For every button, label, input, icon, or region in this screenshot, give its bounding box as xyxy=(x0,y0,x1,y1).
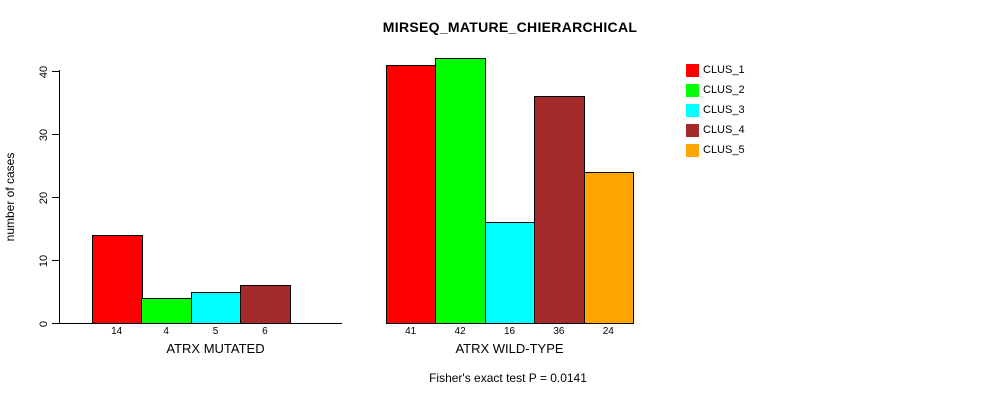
bar-CLUS_1 xyxy=(92,234,143,325)
y-axis-line xyxy=(59,70,61,325)
y-tick-label: 30 xyxy=(38,128,50,141)
y-tick-label: 40 xyxy=(38,65,50,78)
bar-value-label: 41 xyxy=(405,326,417,337)
legend-swatch-CLUS_3 xyxy=(686,104,699,117)
bar-CLUS_2 xyxy=(141,297,193,325)
bar-value-label: 4 xyxy=(163,326,169,337)
legend-swatch-CLUS_5 xyxy=(686,144,699,157)
y-tick xyxy=(52,134,59,136)
bar-value-label: 14 xyxy=(111,326,123,337)
bar-value-label: 42 xyxy=(454,326,466,337)
y-tick xyxy=(52,323,59,325)
y-tick xyxy=(52,71,59,73)
y-tick-label: 20 xyxy=(38,191,50,204)
legend-swatch-CLUS_1 xyxy=(686,64,699,77)
group-label: ATRX WILD-TYPE xyxy=(455,341,564,356)
bar-value-label: 16 xyxy=(503,326,516,337)
legend-label: CLUS_2 xyxy=(703,84,745,96)
y-tick-label: 0 xyxy=(38,320,50,327)
y-tick-label: 10 xyxy=(38,254,50,267)
bar-value-label: 24 xyxy=(602,326,614,337)
legend-swatch-CLUS_2 xyxy=(686,84,699,97)
bar-value-label: 5 xyxy=(212,326,219,337)
legend-label: CLUS_3 xyxy=(703,104,745,116)
bar-CLUS_1 xyxy=(386,64,437,325)
bar-CLUS_3 xyxy=(484,222,536,325)
group-label: ATRX MUTATED xyxy=(166,341,265,356)
bar-CLUS_4 xyxy=(534,96,585,325)
bar-value-label: 36 xyxy=(553,326,565,337)
legend-label: CLUS_5 xyxy=(703,144,745,156)
legend-swatch-CLUS_4 xyxy=(686,124,699,137)
fisher-test-annotation: Fisher's exact test P = 0.0141 xyxy=(429,371,587,385)
legend-label: CLUS_4 xyxy=(703,124,745,136)
chart-title: MIRSEQ_MATURE_CHIERARCHICAL xyxy=(382,19,638,35)
bar-CLUS_4 xyxy=(240,285,291,325)
bar-CLUS_2 xyxy=(435,58,487,325)
bar-CLUS_5 xyxy=(583,171,635,325)
y-tick xyxy=(52,197,59,199)
y-axis-label: number of cases xyxy=(3,152,17,242)
y-tick xyxy=(52,260,59,262)
legend-label: CLUS_1 xyxy=(703,64,745,76)
bar-value-label: 6 xyxy=(262,326,268,337)
bar-CLUS_3 xyxy=(190,291,242,325)
